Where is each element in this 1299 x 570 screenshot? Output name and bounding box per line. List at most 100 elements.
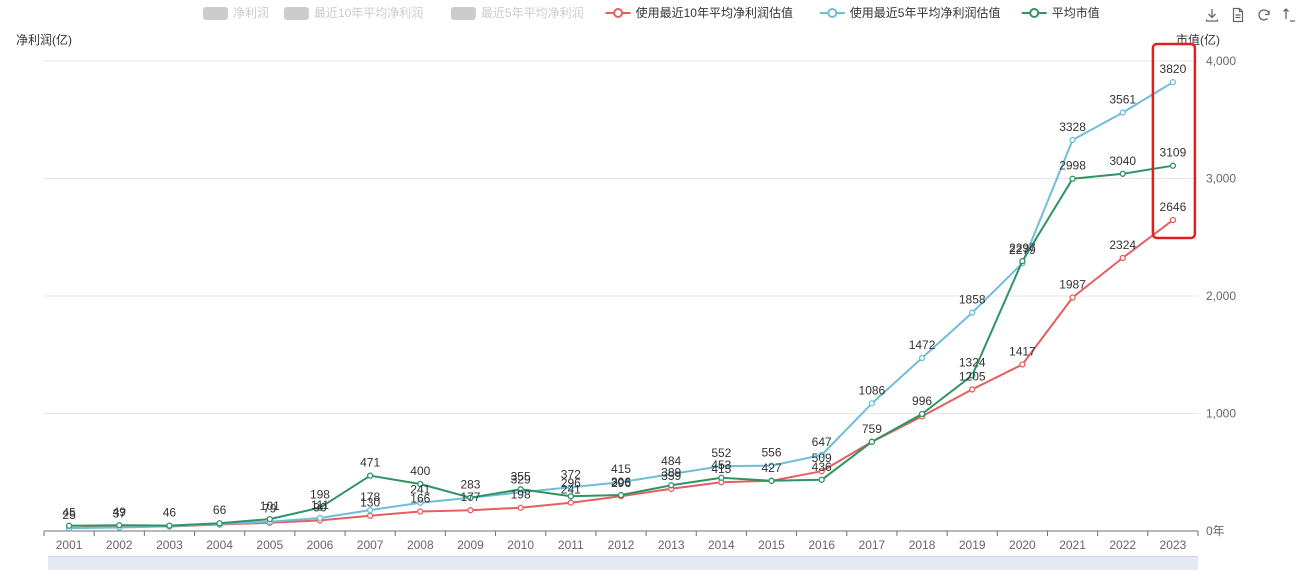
data-point [517, 486, 524, 493]
legend-marker [827, 8, 838, 18]
data-label: 101 [260, 499, 280, 513]
legend-swatch-inactive [203, 7, 228, 20]
data-point [116, 522, 123, 529]
data-zoom-slider[interactable] [48, 556, 1198, 570]
x-tick-label: 2018 [909, 538, 936, 552]
data-label: 2324 [1109, 238, 1136, 252]
y-tick-label: 2,000 [1206, 289, 1236, 303]
data-point [718, 474, 725, 481]
data-label: 1086 [859, 383, 886, 397]
x-tick-label: 2019 [959, 538, 986, 552]
data-point [517, 504, 524, 511]
data-label: 198 [310, 488, 330, 502]
data-point [366, 506, 374, 514]
x-tick-label: 2005 [256, 538, 283, 552]
data-label: 37 [113, 507, 127, 521]
data-label: 130 [360, 496, 380, 510]
highlight-box [1151, 42, 1197, 240]
data-label: 556 [762, 446, 782, 460]
data-point [1069, 175, 1076, 182]
y-tick-label: 0年 [1206, 524, 1225, 538]
legend-swatch-inactive [283, 7, 309, 20]
y-tick-label: 4,000 [1206, 54, 1236, 68]
data-label: 329 [511, 472, 531, 486]
data-label: 46 [163, 506, 177, 520]
refresh-icon[interactable] [1255, 6, 1273, 24]
data-label: 45 [62, 506, 76, 520]
legend-item-inactive: 最近5年平均净利润 [481, 6, 584, 20]
data-label: 427 [762, 461, 782, 475]
data-point [969, 372, 976, 379]
legend-swatch-inactive [450, 7, 476, 20]
data-label: 1324 [959, 355, 986, 369]
data-label: 647 [812, 435, 832, 449]
data-label: 49 [113, 505, 127, 519]
data-label: 177 [460, 490, 480, 504]
data-point [1019, 257, 1026, 265]
data-point [868, 438, 876, 445]
data-label: 389 [661, 465, 681, 479]
data-label: 400 [410, 464, 430, 478]
data-label: 178 [360, 490, 380, 504]
x-tick-label: 2016 [808, 538, 835, 552]
data-label: 3040 [1109, 154, 1136, 168]
data-label: 436 [812, 460, 832, 474]
data-point [316, 514, 324, 522]
data-point [668, 482, 675, 489]
data-point [617, 479, 625, 486]
x-tick-label: 2003 [156, 538, 183, 552]
data-label: 66 [213, 503, 227, 517]
data-point [918, 354, 926, 362]
data-label: 296 [561, 476, 581, 490]
series-line [69, 81, 1174, 530]
x-tick-label: 2020 [1009, 538, 1036, 552]
legend-item: 使用最近5年平均净利润估值 [850, 5, 1001, 20]
x-tick-label: 2009 [457, 538, 484, 552]
data-point [918, 410, 926, 418]
data-point [818, 451, 825, 459]
data-point [65, 522, 73, 529]
data-point [617, 491, 625, 499]
data-point [216, 520, 223, 527]
data-label: 1472 [909, 338, 936, 352]
data-point [417, 508, 424, 515]
download-icon[interactable] [1203, 6, 1221, 24]
data-label: 359 [661, 469, 681, 483]
data-label: 3328 [1059, 120, 1086, 134]
restore-icon[interactable] [1281, 6, 1299, 24]
data-label: 484 [661, 454, 681, 468]
data-label: 25 [62, 508, 76, 522]
data-point [1169, 79, 1177, 86]
data-label: 306 [611, 475, 631, 489]
x-tick-label: 2008 [407, 538, 434, 552]
data-label: 2646 [1160, 200, 1187, 214]
data-point [417, 499, 424, 506]
data-label: 2279 [1009, 243, 1036, 257]
data-point [868, 400, 876, 407]
legend-item: 平均市值 [1052, 5, 1100, 20]
data-view-icon[interactable] [1229, 6, 1247, 24]
data-label: 241 [561, 483, 581, 497]
legend-item: 使用最近10年平均净利润估值 [636, 5, 793, 20]
x-tick-label: 2015 [758, 538, 785, 552]
data-label: 2998 [1059, 159, 1086, 173]
y-tick-label: 1,000 [1206, 407, 1236, 421]
data-label: 509 [812, 451, 832, 465]
data-point [1069, 136, 1076, 144]
data-point [266, 515, 273, 523]
x-tick-label: 2004 [206, 538, 233, 552]
data-point [718, 462, 725, 470]
data-label: 552 [711, 446, 731, 460]
data-label: 415 [611, 462, 631, 476]
data-label: 3109 [1160, 146, 1187, 160]
data-point [567, 493, 574, 500]
data-point [969, 309, 976, 316]
data-label: 1417 [1009, 345, 1036, 359]
x-tick-label: 2010 [507, 538, 534, 552]
data-point [969, 386, 976, 393]
data-label: 996 [912, 394, 932, 408]
data-label: 198 [511, 488, 531, 502]
x-tick-label: 2011 [558, 538, 584, 552]
data-point [1119, 170, 1126, 177]
x-tick-label: 2021 [1059, 538, 1086, 552]
